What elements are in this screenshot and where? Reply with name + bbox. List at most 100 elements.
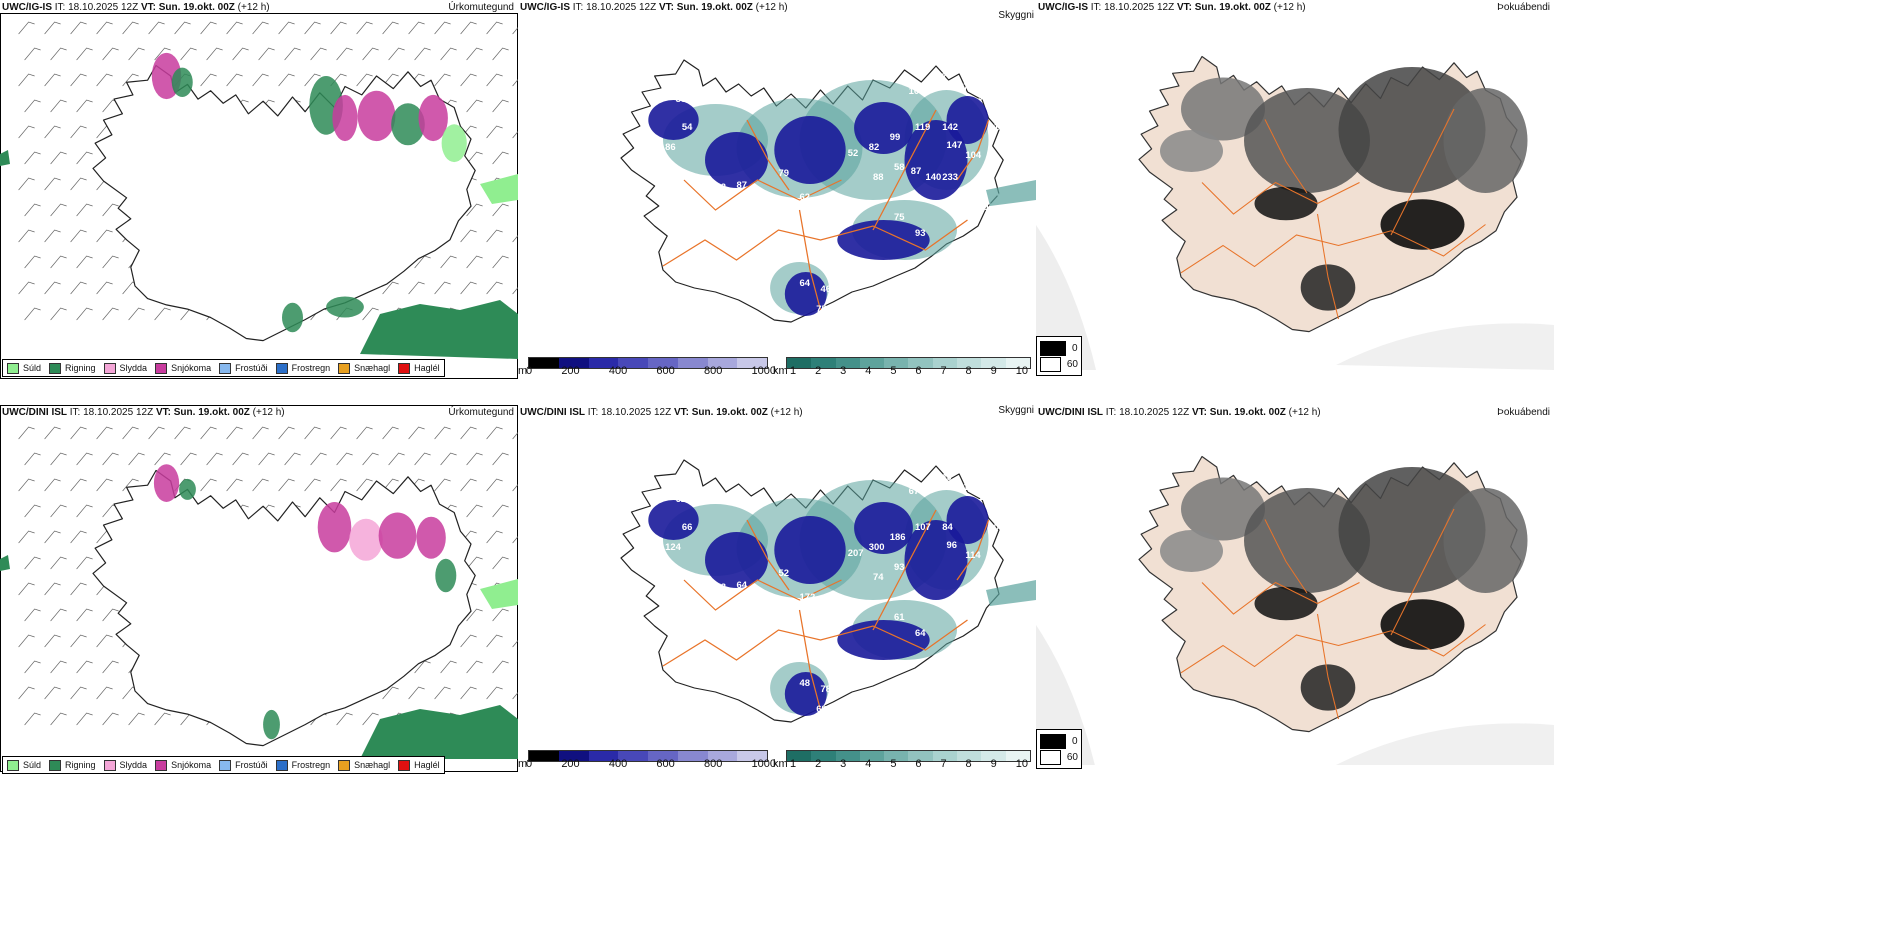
precip-map — [0, 426, 518, 759]
visibility-value-label: 62 — [676, 494, 687, 504]
fog-panel-row1: UWC/IG-IS IT: 18.10.2025 12Z VT: Sun. 19… — [1036, 0, 1554, 380]
visibility-value-label: 300 — [869, 542, 885, 552]
visibility-value-label: 53 — [632, 492, 643, 502]
visibility-value-label: 93 — [894, 562, 905, 572]
visibility-value-label: 45 — [705, 654, 716, 664]
colorbar-segment — [981, 751, 1006, 761]
fog-panel-row2: UWC/DINI ISL IT: 18.10.2025 12Z VT: Sun.… — [1036, 405, 1554, 777]
legend-item: Frostúði — [219, 759, 268, 771]
distance-unit: km — [773, 758, 788, 770]
colorbar-segment — [737, 358, 767, 368]
visibility-value-label: 83 — [676, 94, 687, 104]
visibility-value-label: 76 — [953, 606, 964, 616]
distance-unit: km — [773, 365, 788, 377]
visibility-value-label: 52 — [848, 148, 859, 158]
colorbar-segment — [787, 751, 812, 761]
legend-item: Snæhagl — [338, 759, 390, 771]
colorbar-segment — [618, 751, 648, 761]
visibility-value-label: 64 — [800, 278, 811, 288]
colorbar-tick: 4 — [865, 365, 872, 377]
visibility-value-label: 61 — [989, 122, 1000, 132]
visibility-value-label: 53 — [821, 222, 832, 232]
colorbar-segment — [932, 751, 958, 761]
colorbar-segment — [588, 751, 619, 761]
visibility-value-label: 124 — [665, 542, 682, 552]
visibility-value-label: 104 — [965, 150, 982, 160]
visibility-panel-row2: UWC/DINI ISL IT: 18.10.2025 12Z VT: Sun.… — [518, 405, 1036, 777]
visibility-value-label: 70 — [963, 82, 974, 92]
visibility-value-label: 54 — [682, 122, 693, 132]
legend-swatch — [7, 362, 19, 374]
panel-title: UWC/IG-IS IT: 18.10.2025 12Z VT: Sun. 19… — [2, 2, 270, 13]
visibility-value-label: 87 — [737, 180, 748, 190]
precip-map — [0, 21, 518, 359]
panel-title: UWC/DINI ISL IT: 18.10.2025 12Z VT: Sun.… — [2, 407, 285, 418]
fog-index-map — [1036, 455, 1554, 765]
colorbar-segment — [529, 751, 559, 761]
legend-swatch — [103, 759, 116, 771]
visibility-value-label: 75 — [894, 212, 905, 222]
height-unit: m — [518, 758, 528, 770]
legend-item: Rigning — [49, 362, 96, 374]
visibility-value-label: 87 — [936, 72, 947, 82]
colorbar-segment — [811, 751, 836, 761]
precip-legend: Súld Rigning Slydda Snjókoma Frostúði Frostre… — [2, 756, 445, 774]
legend-item: Súld — [7, 759, 41, 771]
legend-item: Frostregn — [275, 362, 330, 374]
colorbar-segment — [737, 751, 767, 761]
precip-panel-row2: UWC/DINI ISL IT: 18.10.2025 12Z VT: Sun.… — [0, 405, 520, 777]
legend-swatch — [219, 759, 232, 771]
colorbar-tick: 10 — [1015, 758, 1028, 770]
colorbar-segment — [811, 358, 836, 368]
colorbar-segment — [529, 358, 559, 368]
visibility-value-label: 52 — [716, 182, 727, 192]
colorbar-tick: 200 — [561, 758, 580, 770]
colorbar-segment — [787, 358, 812, 368]
visibility-value-label: 114 — [642, 62, 658, 72]
fog-index-key: 0 60 — [1036, 729, 1082, 769]
legend-item: Snæhagl — [338, 362, 390, 374]
distance-ticks: 1 2 3 4 5 6 7 8 9 10 — [790, 365, 1028, 377]
legend-swatch — [7, 759, 19, 771]
visibility-value-label: 62 — [800, 192, 811, 202]
colorbar-segment — [677, 751, 708, 761]
visibility-value-label: 111 — [642, 462, 657, 472]
colorbar-segment — [859, 751, 885, 761]
visibility-value-label: 46 — [821, 284, 832, 294]
colorbar-segment — [957, 751, 982, 761]
visibility-value-label: 67 — [810, 82, 821, 92]
visibility-value-label: 86 — [665, 142, 676, 152]
legend-swatch — [338, 362, 351, 374]
colorbar-segment — [558, 358, 589, 368]
colorbar-tick: 5 — [890, 758, 897, 770]
colorbar-segment — [981, 358, 1006, 368]
legend-label: Snjókoma — [171, 363, 212, 373]
legend-label: Frostregn — [291, 760, 331, 770]
legend-item: Snjókoma — [155, 759, 211, 771]
height-ticks: 0 200 400 600 800 1000 — [526, 365, 776, 377]
colorbar-tick: 0 — [526, 365, 533, 377]
visibility-value-label: 94 — [953, 206, 964, 216]
panel-title: UWC/IG-IS IT: 18.10.2025 12Z VT: Sun. 19… — [1038, 2, 1306, 13]
legend-item: Haglél — [398, 362, 440, 374]
visibility-value-label: 88 — [873, 172, 884, 182]
legend-item: Frostregn — [275, 759, 331, 771]
fog-index-map — [1036, 55, 1554, 370]
colorbar-tick: 1 — [790, 365, 797, 377]
legend-label: Haglél — [414, 760, 440, 770]
legend-label: Slydda — [119, 363, 148, 373]
colorbar-tick: 4 — [865, 758, 872, 770]
colorbar-tick: 5 — [890, 365, 897, 377]
colorbar-tick: 600 — [656, 758, 675, 770]
visibility-value-label: 93 — [915, 228, 926, 238]
visibility-value-label: 58 — [894, 162, 905, 172]
height-unit: m — [518, 365, 528, 377]
visibility-value-label: 102 — [621, 58, 637, 68]
visibility-value-label: 48 — [800, 678, 811, 688]
legend-swatch — [49, 362, 62, 374]
colorbar-tick: 10 — [1015, 365, 1028, 377]
visibility-value-label: 114 — [965, 550, 981, 560]
colorbar-tick: 0 — [526, 758, 533, 770]
visibility-value-label: 100 — [963, 482, 979, 492]
